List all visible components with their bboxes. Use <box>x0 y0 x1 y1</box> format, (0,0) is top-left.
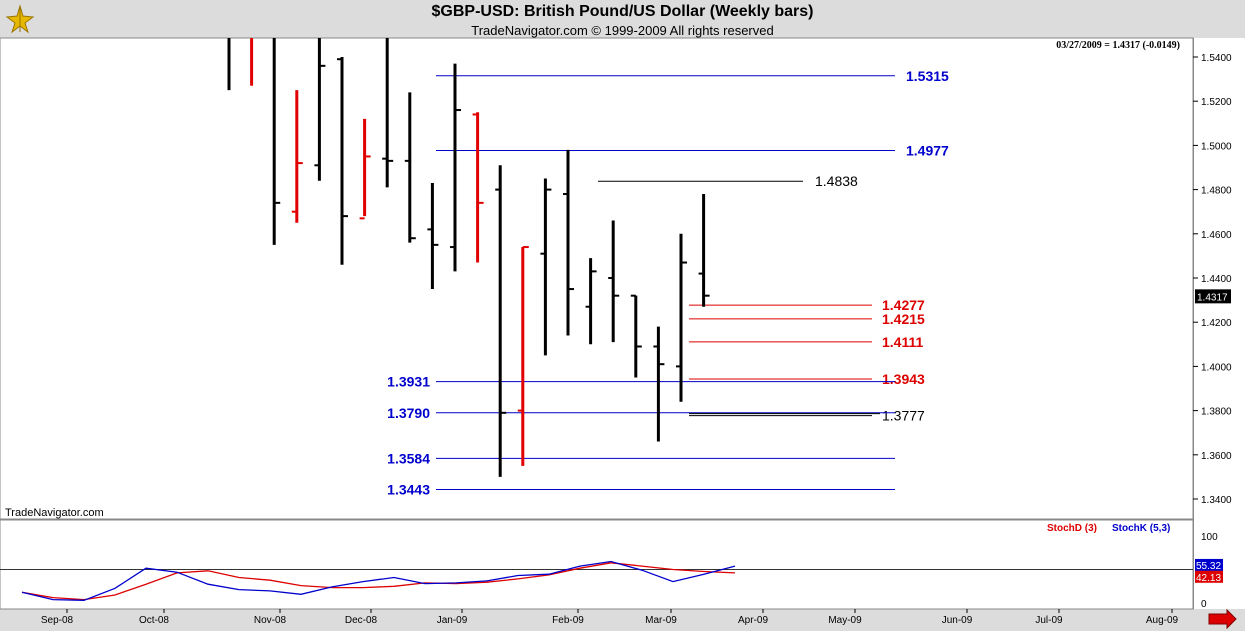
stoch-tick-label: 100 <box>1201 532 1218 543</box>
level-label: 1.3777 <box>882 408 925 424</box>
time-tick-label: Sep-08 <box>41 615 74 626</box>
price-tick-label: 1.5000 <box>1201 141 1232 152</box>
level-label: 1.3790 <box>387 405 430 421</box>
price-tick-label: 1.4600 <box>1201 230 1232 241</box>
level-label: 1.4277 <box>882 297 925 313</box>
price-tick-label: 1.5400 <box>1201 53 1232 64</box>
level-label: 1.3443 <box>387 481 430 497</box>
time-tick-label: Oct-08 <box>139 615 169 626</box>
price-tick-label: 1.3400 <box>1201 495 1232 506</box>
time-tick-label: Nov-08 <box>254 615 287 626</box>
time-tick-label: Jun-09 <box>942 615 973 626</box>
stoch-k-value: 55.32 <box>1196 561 1221 572</box>
time-tick-label: May-09 <box>828 615 862 626</box>
stoch-tick-label: 0 <box>1201 599 1207 610</box>
level-label: 1.4111 <box>882 334 923 350</box>
trade-navigator-logo <box>4 4 36 34</box>
stoch-k-line <box>21 560 736 601</box>
level-label: 1.5315 <box>906 68 949 84</box>
time-tick-label: Jul-09 <box>1035 615 1063 626</box>
price-tick-label: 1.4200 <box>1201 318 1232 329</box>
watermark: TradeNavigator.com <box>5 507 104 519</box>
time-tick-label: Dec-08 <box>345 615 378 626</box>
legend-item: StochK (5,3) <box>1112 523 1170 534</box>
level-label: 1.3584 <box>387 450 430 466</box>
last-quote: 03/27/2009 = 1.4317 (-0.0149) <box>1056 40 1180 51</box>
price-tick-label: 1.4000 <box>1201 362 1232 373</box>
level-label: 1.4215 <box>882 311 925 327</box>
legend-item: StochD (3) <box>1047 523 1097 534</box>
level-label: 1.3943 <box>882 371 925 387</box>
stochastic-panel <box>0 519 1194 610</box>
chart-subtitle: TradeNavigator.com © 1999-2009 All right… <box>471 23 774 38</box>
level-label: 1.3931 <box>387 374 430 390</box>
stoch-d-value: 42.13 <box>1196 573 1221 584</box>
price-axis-strip <box>1194 38 1245 609</box>
stoch-k-value-box <box>1195 558 1223 571</box>
time-tick-label: Apr-09 <box>738 615 768 626</box>
price-tick-label: 1.3600 <box>1201 451 1232 462</box>
time-tick-label: Feb-09 <box>552 615 584 626</box>
price-tick-label: 1.3800 <box>1201 407 1232 418</box>
price-tick-label: 1.4400 <box>1201 274 1232 285</box>
price-tick-label: 1.4800 <box>1201 186 1232 197</box>
time-tick-label: Aug-09 <box>1146 615 1179 626</box>
level-label: 1.4838 <box>815 173 858 189</box>
price-tick-label: 1.5200 <box>1201 97 1232 108</box>
chart-title: $GBP-USD: British Pound/US Dollar (Weekl… <box>431 3 814 20</box>
price-panel <box>0 37 1194 520</box>
last-price-box <box>1195 289 1231 304</box>
scroll-right-arrow[interactable] <box>1208 608 1237 630</box>
time-tick-label: Jan-09 <box>437 615 468 626</box>
level-label: 1.4977 <box>906 142 949 158</box>
time-tick-label: Mar-09 <box>645 615 677 626</box>
last-price-label: 1.4317 <box>1197 292 1228 303</box>
stoch-d-value-box <box>1195 570 1223 583</box>
